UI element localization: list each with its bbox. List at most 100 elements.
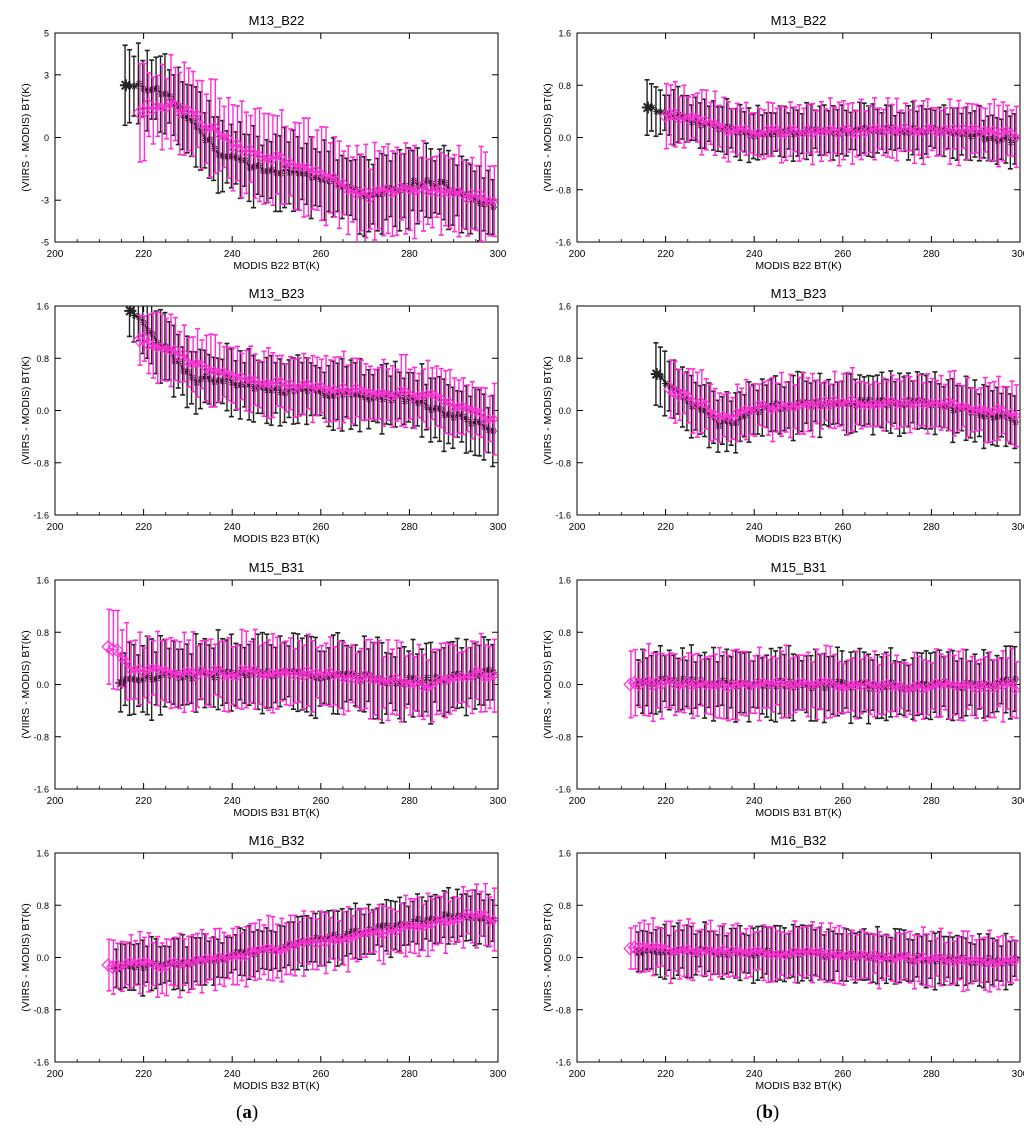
marker-diamond xyxy=(700,398,711,409)
marker-diamond xyxy=(957,679,968,690)
marker-asterisk xyxy=(321,391,329,399)
marker-asterisk xyxy=(927,401,935,409)
marker-asterisk xyxy=(148,330,156,338)
marker-asterisk xyxy=(666,382,674,390)
marker-asterisk xyxy=(670,113,678,121)
marker-asterisk xyxy=(144,671,152,679)
marker-asterisk xyxy=(268,672,276,680)
y-tick-label: 1.6 xyxy=(558,576,571,586)
marker-asterisk xyxy=(839,678,847,686)
marker-asterisk xyxy=(476,915,484,923)
marker-diamond xyxy=(658,109,673,123)
marker-asterisk xyxy=(268,946,276,954)
marker-diamond xyxy=(444,396,455,408)
marker-asterisk xyxy=(259,669,267,677)
marker-diamond xyxy=(461,194,473,205)
marker-diamond xyxy=(727,413,738,424)
marker-diamond xyxy=(289,382,300,394)
series-layer xyxy=(650,342,1020,454)
marker-asterisk xyxy=(861,678,869,686)
marker-diamond xyxy=(227,370,238,381)
marker-asterisk xyxy=(641,101,654,114)
marker-diamond xyxy=(797,677,808,688)
marker-asterisk xyxy=(817,127,825,135)
marker-asterisk xyxy=(998,677,1006,685)
marker-asterisk xyxy=(467,420,475,428)
marker-diamond xyxy=(775,399,786,410)
marker-asterisk xyxy=(237,668,245,676)
marker-asterisk xyxy=(255,383,263,391)
x-axis-label: MODIS B32 BT(K) xyxy=(233,1080,319,1092)
marker-diamond xyxy=(209,121,220,132)
marker-diamond xyxy=(632,677,646,692)
series-line-magenta xyxy=(669,388,1016,420)
marker-asterisk xyxy=(670,385,678,393)
marker-asterisk xyxy=(273,671,280,679)
marker-asterisk xyxy=(888,398,896,406)
marker-diamond xyxy=(988,683,999,694)
x-tick-label: 240 xyxy=(224,796,241,807)
marker-diamond xyxy=(1001,678,1012,689)
marker-diamond xyxy=(766,679,777,690)
marker-asterisk xyxy=(370,190,378,198)
x-tick-label: 280 xyxy=(401,522,418,533)
x-tick-label: 220 xyxy=(135,1069,152,1080)
y-tick-label: 1.6 xyxy=(558,29,571,39)
marker-asterisk xyxy=(175,674,183,682)
marker-asterisk xyxy=(401,397,409,405)
marker-asterisk xyxy=(326,933,334,941)
marker-asterisk xyxy=(650,368,663,381)
marker-asterisk xyxy=(317,388,325,396)
marker-asterisk xyxy=(1003,133,1011,141)
x-tick-label: 200 xyxy=(47,249,64,260)
marker-asterisk xyxy=(648,680,656,688)
marker-asterisk xyxy=(821,400,829,408)
marker-diamond xyxy=(793,677,804,688)
marker-diamond xyxy=(979,405,990,416)
marker-diamond xyxy=(713,412,724,423)
chart-title: M13_B22 xyxy=(771,13,827,28)
marker-asterisk xyxy=(1003,413,1011,421)
marker-diamond xyxy=(820,676,831,687)
marker-asterisk xyxy=(697,676,705,684)
marker-asterisk xyxy=(184,115,192,123)
marker-diamond xyxy=(315,380,326,392)
marker-asterisk xyxy=(383,679,391,687)
marker-diamond xyxy=(1006,407,1017,418)
marker-diamond xyxy=(222,132,233,143)
marker-asterisk xyxy=(719,125,727,133)
marker-asterisk xyxy=(848,127,856,135)
marker-asterisk xyxy=(481,667,489,675)
marker-diamond xyxy=(240,664,251,675)
x-tick-label: 200 xyxy=(47,1069,64,1080)
x-tick-label: 300 xyxy=(1012,796,1024,807)
x-tick-label: 280 xyxy=(923,522,940,533)
marker-diamond xyxy=(253,669,264,680)
marker-diamond xyxy=(298,672,309,683)
marker-diamond xyxy=(975,127,986,138)
marker-asterisk xyxy=(826,399,834,407)
series-line-magenta xyxy=(139,100,494,202)
marker-asterisk xyxy=(237,156,245,164)
marker-diamond xyxy=(784,681,795,692)
chart-title: M13_B23 xyxy=(249,286,305,301)
marker-diamond xyxy=(475,188,486,199)
marker-asterisk xyxy=(472,672,480,680)
marker-diamond xyxy=(275,376,286,387)
marker-diamond xyxy=(744,681,755,692)
x-axis-label: MODIS B31 BT(K) xyxy=(755,807,841,819)
marker-asterisk xyxy=(428,406,436,414)
x-tick-label: 300 xyxy=(490,1069,507,1080)
marker-diamond xyxy=(160,103,171,114)
marker-diamond xyxy=(488,414,498,425)
marker-diamond xyxy=(682,390,693,401)
series-layer xyxy=(101,882,498,999)
marker-asterisk xyxy=(135,313,143,321)
marker-asterisk xyxy=(197,668,205,676)
marker-asterisk xyxy=(157,342,165,350)
x-tick-label: 280 xyxy=(401,249,418,260)
marker-asterisk xyxy=(255,161,263,169)
marker-diamond xyxy=(218,366,229,377)
marker-diamond xyxy=(120,656,131,667)
marker-asterisk xyxy=(233,381,241,389)
